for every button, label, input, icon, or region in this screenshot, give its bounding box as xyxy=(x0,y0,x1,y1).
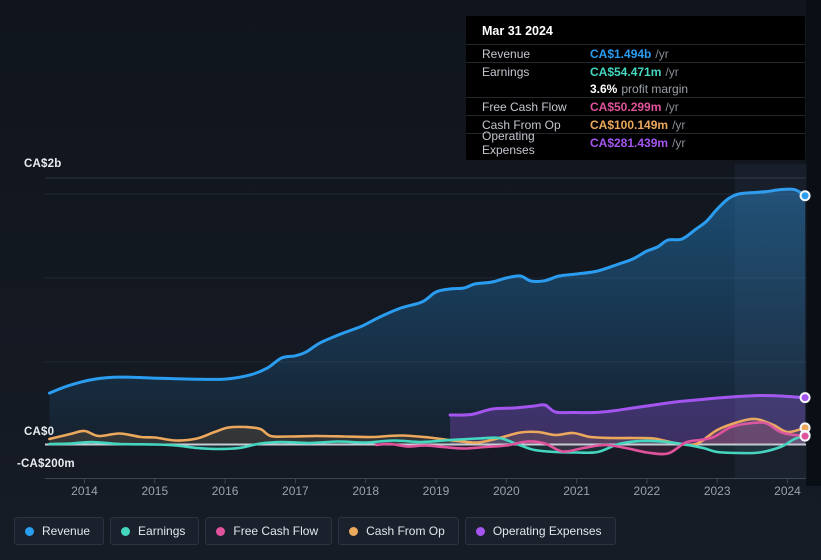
tooltip-suffix: /yr xyxy=(655,46,669,61)
series-area-revenue xyxy=(49,189,806,445)
tooltip-suffix: /yr xyxy=(665,99,679,114)
x-tick-label-2015: 2015 xyxy=(141,484,169,498)
tooltip-row-cash-from-op: Cash From Op CA$100.149m /yr xyxy=(466,115,805,133)
legend-dot-revenue xyxy=(25,526,34,536)
y-axis-label-zero: CA$0 xyxy=(24,426,55,438)
x-tick-label-2020: 2020 xyxy=(492,484,520,498)
legend-item-operating-expenses[interactable]: Operating Expenses xyxy=(464,517,616,545)
x-tick-label-2023: 2023 xyxy=(703,484,731,498)
tooltip-value-cash-from-op: CA$100.149m xyxy=(590,117,669,132)
chart-tooltip: Mar 31 2024 Revenue CA$1.494b /yr Earnin… xyxy=(465,15,806,161)
tooltip-label: Free Cash Flow xyxy=(482,99,567,114)
legend-label: Cash From Op xyxy=(366,524,445,538)
x-tick-label-2017: 2017 xyxy=(282,484,309,498)
series-line-operating_expenses xyxy=(448,394,807,417)
legend-dot-cash-from-op xyxy=(349,526,359,536)
tooltip-label: Revenue xyxy=(482,46,531,61)
series-end-marker-revenue[interactable] xyxy=(799,190,811,202)
legend-item-cash-from-op[interactable]: Cash From Op xyxy=(338,517,459,545)
tooltip-value-operating-expenses: CA$281.439m xyxy=(590,135,669,150)
tooltip-row-free-cash-flow: Free Cash Flow CA$50.299m /yr xyxy=(466,97,805,115)
legend-dot-free-cash-flow xyxy=(216,526,226,536)
legend-dot-operating-expenses xyxy=(475,526,485,536)
tooltip-row-profit-margin: 3.6% profit margin xyxy=(466,80,805,97)
y-axis-label-2b: CA$2b xyxy=(24,158,62,170)
tooltip-row-revenue: Revenue CA$1.494b /yr xyxy=(466,44,805,62)
chart-legend: Revenue Earnings Free Cash Flow Cash Fro… xyxy=(14,517,616,545)
series-end-marker-operating_expenses[interactable] xyxy=(799,392,811,404)
tooltip-suffix: /yr xyxy=(672,117,686,132)
legend-item-free-cash-flow[interactable]: Free Cash Flow xyxy=(205,517,333,545)
legend-dot-earnings xyxy=(121,526,131,536)
highlight-band xyxy=(734,164,808,479)
x-tick-label-2016: 2016 xyxy=(211,484,239,498)
series-line-earnings xyxy=(48,434,807,455)
tooltip-value-revenue: CA$1.494b xyxy=(590,46,652,61)
tooltip-label: Cash From Op xyxy=(482,117,561,132)
series-end-marker-free_cash_flow[interactable] xyxy=(799,430,811,442)
legend-label: Revenue xyxy=(42,524,91,538)
tooltip-value-free-cash-flow: CA$50.299m xyxy=(590,99,662,114)
tooltip-margin-label: profit margin xyxy=(621,81,689,96)
legend-item-earnings[interactable]: Earnings xyxy=(110,517,200,545)
tooltip-suffix: /yr xyxy=(665,64,679,79)
tooltip-margin-value: 3.6% xyxy=(590,81,618,96)
tooltip-row-earnings: Earnings CA$54.471m /yr xyxy=(466,62,805,80)
legend-label: Operating Expenses xyxy=(492,524,602,538)
series-line-free_cash_flow xyxy=(374,421,807,456)
series-line-revenue xyxy=(47,187,807,395)
x-tick-label-2014: 2014 xyxy=(71,484,98,498)
tooltip-suffix: /yr xyxy=(672,135,686,150)
x-tick-label-2021: 2021 xyxy=(563,484,590,498)
x-tick-label-2024: 2024 xyxy=(774,484,801,498)
legend-label: Free Cash Flow xyxy=(233,524,319,538)
tooltip-label: Operating Expenses xyxy=(482,128,535,157)
y-axis-label-neg200m: -CA$200m xyxy=(17,458,75,470)
tooltip-value-earnings: CA$54.471m xyxy=(590,64,662,79)
right-gutter xyxy=(806,0,821,486)
legend-item-revenue[interactable]: Revenue xyxy=(14,517,105,545)
x-tick-label-2018: 2018 xyxy=(352,484,380,498)
tooltip-row-operating-expenses: Operating Expenses CA$281.439m /yr xyxy=(466,129,805,157)
tooltip-date: Mar 31 2024 xyxy=(482,24,553,38)
x-tick-label-2022: 2022 xyxy=(633,484,661,498)
legend-label: Earnings xyxy=(138,524,186,538)
x-tick-label-2019: 2019 xyxy=(422,484,450,498)
tooltip-label: Earnings xyxy=(482,64,530,79)
